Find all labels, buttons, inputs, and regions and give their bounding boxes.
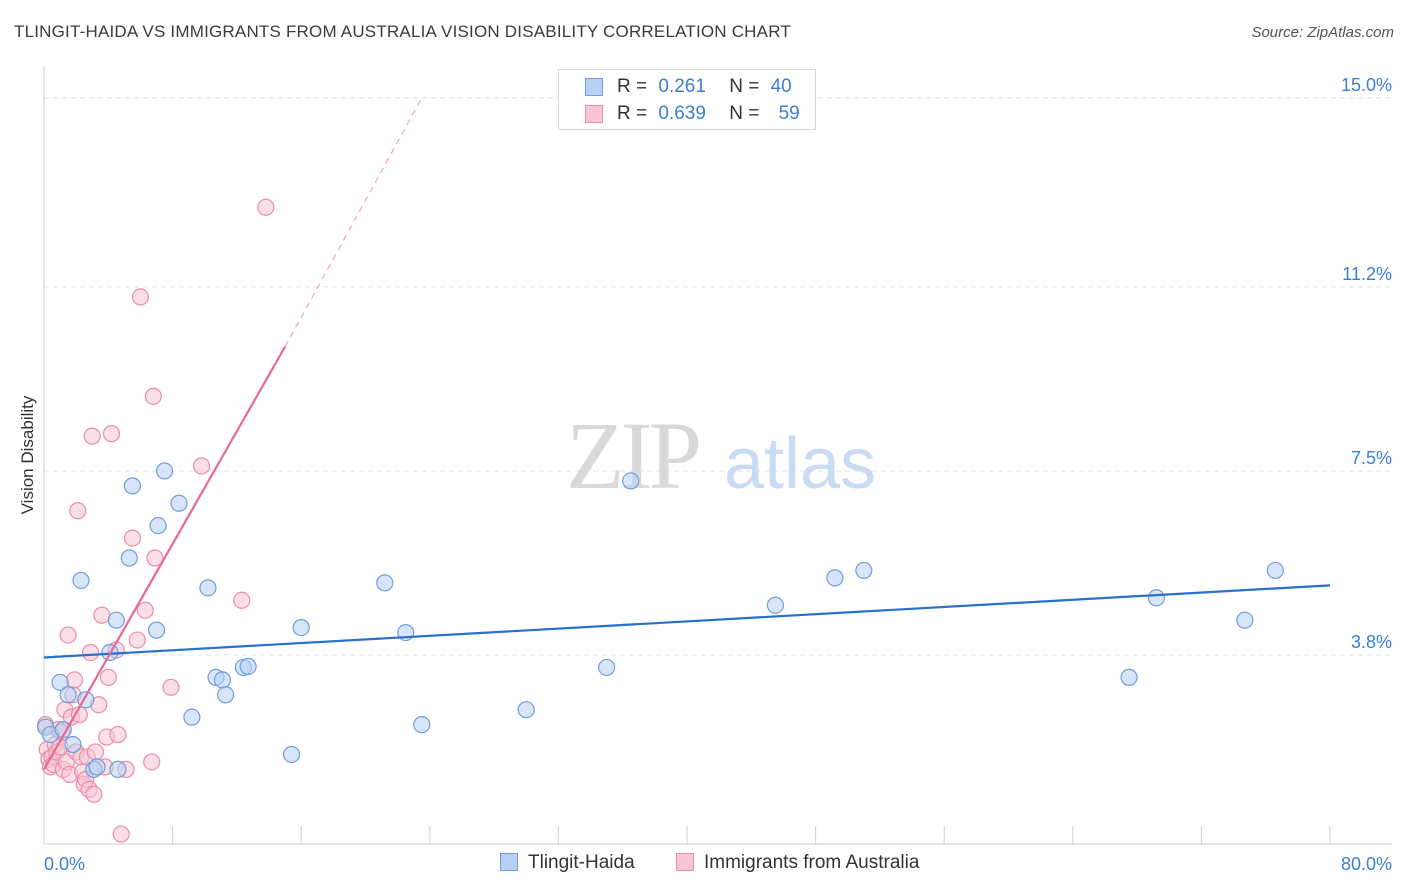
data-point-tlingit-haida xyxy=(1120,668,1138,686)
y-tick-label: 3.8% xyxy=(1351,632,1392,652)
data-point-immigrants-from-australia xyxy=(192,457,211,475)
y-tick-label: 15.0% xyxy=(1341,75,1392,95)
correlation-legend: R = 0.261 N = 40 R = 0.639 N = 59 xyxy=(558,69,816,130)
data-point-immigrants-from-australia xyxy=(128,631,146,649)
source-label: Source: ZipAtlas.com xyxy=(1251,24,1394,41)
data-point-tlingit-haida xyxy=(1266,561,1284,580)
series-tlingit-haida xyxy=(37,462,1284,778)
data-point-immigrants-from-australia xyxy=(102,425,121,443)
data-point-immigrants-from-australia xyxy=(65,671,84,689)
data-point-tlingit-haida xyxy=(59,686,77,704)
axes xyxy=(43,66,1392,845)
data-point-tlingit-haida xyxy=(622,472,640,490)
data-point-immigrants-from-australia xyxy=(146,549,164,567)
data-point-tlingit-haida xyxy=(1147,589,1165,607)
legend-n-label: N = xyxy=(729,76,760,97)
data-point-tlingit-haida xyxy=(766,596,785,614)
data-point-immigrants-from-australia xyxy=(83,427,101,445)
bottom-legend-label: Immigrants from Australia xyxy=(704,852,920,873)
legend-n-label: N = xyxy=(729,103,760,124)
legend-r-label: R = xyxy=(617,103,648,124)
data-point-immigrants-from-australia xyxy=(136,601,154,619)
data-point-tlingit-haida xyxy=(120,549,138,567)
data-point-tlingit-haida xyxy=(199,579,217,597)
data-point-immigrants-from-australia xyxy=(233,591,251,609)
watermark-atlas: atlas xyxy=(724,424,876,504)
data-point-tlingit-haida xyxy=(155,462,174,480)
data-point-tlingit-haida xyxy=(217,686,235,704)
data-point-immigrants-from-australia xyxy=(69,502,87,520)
data-point-tlingit-haida xyxy=(88,758,106,776)
grid-lines xyxy=(44,97,1392,656)
legend-swatch-pink xyxy=(585,105,603,123)
bottom-legend-swatch-pink xyxy=(676,853,694,871)
y-tick-label: 7.5% xyxy=(1351,448,1392,468)
x-tick-label: 0.0% xyxy=(44,854,85,874)
legend-r-value: 0.261 xyxy=(658,76,706,97)
data-point-tlingit-haida xyxy=(149,517,167,535)
watermark-zip: ZIP xyxy=(566,402,699,509)
data-point-immigrants-from-australia xyxy=(93,606,111,624)
data-point-immigrants-from-australia xyxy=(86,743,105,761)
bottom-legend-label: Tlingit-Haida xyxy=(528,852,635,873)
data-point-immigrants-from-australia xyxy=(82,643,100,662)
x-tick-label: 80.0% xyxy=(1341,854,1392,874)
data-point-tlingit-haida xyxy=(72,571,90,589)
legend-swatch-blue xyxy=(585,78,603,96)
data-point-immigrants-from-australia xyxy=(144,387,162,405)
data-point-tlingit-haida xyxy=(292,619,310,637)
data-point-tlingit-haida xyxy=(51,673,69,691)
data-point-tlingit-haida xyxy=(147,621,166,639)
data-point-immigrants-from-australia xyxy=(112,825,130,843)
data-point-immigrants-from-australia xyxy=(109,725,127,744)
legend-r-label: R = xyxy=(617,76,648,97)
data-point-tlingit-haida xyxy=(123,477,142,495)
data-point-tlingit-haida xyxy=(170,494,188,512)
data-point-tlingit-haida xyxy=(376,574,394,592)
legend-n-value: 59 xyxy=(778,103,800,124)
data-point-immigrants-from-australia xyxy=(131,288,150,306)
data-point-tlingit-haida xyxy=(109,760,127,778)
trend-extension-immigrants-from-australia xyxy=(284,97,423,347)
bottom-legend-tlingit-haida: Tlingit-Haida xyxy=(500,852,635,874)
data-point-tlingit-haida xyxy=(183,708,201,726)
data-point-immigrants-from-australia xyxy=(85,785,103,803)
trend-line-immigrants-from-australia xyxy=(43,346,287,770)
data-point-tlingit-haida xyxy=(413,716,431,734)
trend-line-tlingit-haida xyxy=(43,584,1331,659)
y-axis-label: Vision Disability xyxy=(18,395,37,515)
legend-n-value: 40 xyxy=(770,76,792,97)
tick-labels: 3.8% 7.5% 11.2% 15.0% 0.0% 80.0% xyxy=(44,75,1392,874)
data-point-immigrants-from-australia xyxy=(143,753,161,771)
data-point-tlingit-haida xyxy=(213,671,232,689)
data-point-immigrants-from-australia xyxy=(162,678,180,696)
data-point-tlingit-haida xyxy=(239,657,257,676)
data-point-tlingit-haida xyxy=(517,701,535,719)
data-point-tlingit-haida xyxy=(1236,611,1254,629)
data-point-tlingit-haida xyxy=(282,745,301,764)
data-point-tlingit-haida xyxy=(598,658,616,677)
data-point-tlingit-haida xyxy=(107,611,125,629)
y-tick-label: 11.2% xyxy=(1342,264,1392,284)
bottom-legend-swatch-blue xyxy=(500,853,518,871)
data-point-immigrants-from-australia xyxy=(257,198,275,216)
legend-r-value: 0.639 xyxy=(658,103,706,124)
watermark: ZIP atlas xyxy=(566,402,876,509)
data-point-tlingit-haida xyxy=(855,561,873,580)
chart-title: TLINGIT-HAIDA VS IMMIGRANTS FROM AUSTRAL… xyxy=(14,22,791,41)
data-point-immigrants-from-australia xyxy=(59,626,77,644)
bottom-legend-immigrants-from-australia: Immigrants from Australia xyxy=(676,852,919,874)
data-point-tlingit-haida xyxy=(826,569,844,587)
data-point-immigrants-from-australia xyxy=(123,529,142,547)
data-point-immigrants-from-australia xyxy=(99,668,117,686)
trend-lines xyxy=(43,97,1331,770)
data-point-tlingit-haida xyxy=(64,735,82,754)
